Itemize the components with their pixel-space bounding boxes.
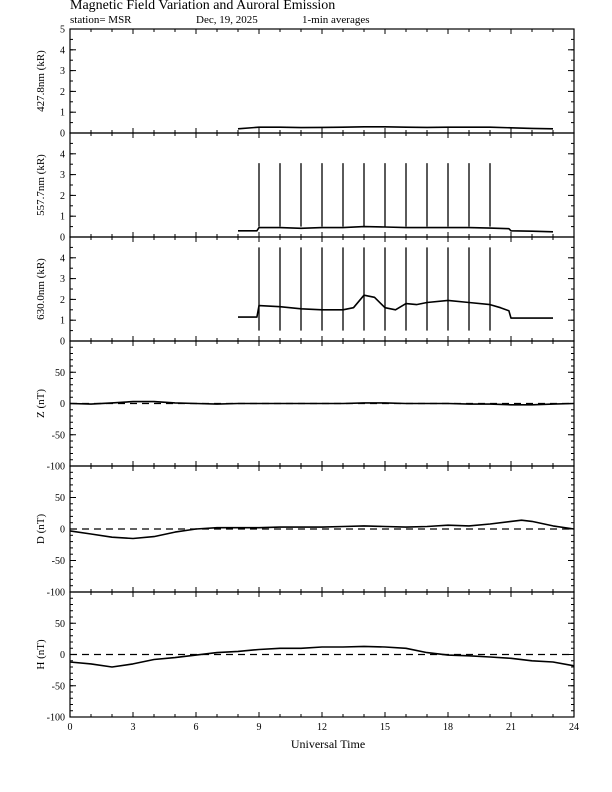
y-tick-label: 50 [55, 368, 65, 379]
y-tick-label: 0 [60, 129, 65, 140]
panel-427: 0 1 2 3 4 5 427.8nm (kR) [35, 25, 575, 140]
panel-H: -100 -50 0 50 H (nT) [35, 591, 575, 724]
averaging-label: 1-min averages [302, 14, 370, 26]
y-tick-label: 0 [60, 399, 65, 410]
x-tick-label: 0 [68, 722, 73, 733]
series-line-H [69, 645, 575, 668]
y-tick-label: 0 [60, 525, 65, 536]
y-tick-label: 4 [60, 149, 65, 160]
panel-Z: -100 -50 0 50 Z (nT) [35, 340, 575, 473]
x-tick-label: 12 [317, 722, 327, 733]
y-axis-label-D: D (nT) [35, 514, 47, 545]
series-line-D [69, 519, 575, 540]
y-tick-label: -50 [52, 681, 65, 692]
x-tick-label: 21 [506, 722, 516, 733]
y-tick-label: 3 [60, 66, 65, 77]
panel-frame-427 [69, 28, 575, 134]
panel-D: -100 -50 0 50 D (nT) [35, 465, 575, 599]
y-axis-label-H: H (nT) [35, 639, 47, 670]
y-tick-label: 1 [60, 212, 65, 223]
y-tick-label: 0 [60, 650, 65, 661]
y-tick-label: 4 [60, 45, 65, 56]
y-tick-label: 4 [60, 253, 65, 264]
y-tick-label: 0 [60, 337, 65, 348]
panel-630: 0 1 2 3 4 630.0nm (kR) [35, 236, 575, 348]
x-axis: 0 3 6 9 12 15 18 21 24 [68, 722, 580, 733]
series-line-630 [238, 294, 553, 319]
y-tick-label: 2 [60, 191, 65, 202]
y-tick-label: -100 [47, 462, 65, 473]
x-tick-label: 9 [257, 722, 262, 733]
y-tick-label: -100 [47, 588, 65, 599]
series-line-427 [237, 126, 554, 130]
y-tick-label: -100 [47, 713, 65, 724]
y-tick-label: -50 [52, 556, 65, 567]
date-label: Dec, 19, 2025 [196, 14, 258, 26]
y-tick-label: 2 [60, 87, 65, 98]
y-tick-label: 3 [60, 170, 65, 181]
y-tick-label: 2 [60, 295, 65, 306]
x-tick-label: 6 [194, 722, 199, 733]
series-line-557 [238, 225, 554, 233]
station-label: station= MSR [70, 14, 132, 26]
y-tick-label: 3 [60, 274, 65, 285]
x-tick-label: 15 [380, 722, 390, 733]
plot-panels: 0 1 2 3 4 5 427.8nm (kR) 0 1 2 3 4 557.7nm (kR) 0 1 2 3 4… [35, 25, 575, 724]
y-tick-label: 50 [55, 493, 65, 504]
y-axis-label-Z: Z (nT) [35, 389, 47, 418]
series-line-Z [69, 400, 575, 406]
y-tick-label: 1 [60, 108, 65, 119]
x-tick-label: 3 [131, 722, 136, 733]
x-axis-label: Universal Time [291, 737, 365, 751]
chart-title: Magnetic Field Variation and Auroral Emi… [70, 0, 335, 13]
panel-557: 0 1 2 3 4 557.7nm (kR) [35, 132, 575, 244]
y-tick-label: 5 [60, 25, 65, 36]
y-tick-label: -50 [52, 430, 65, 441]
x-tick-label: 18 [443, 722, 453, 733]
y-axis-label-630: 630.0nm (kR) [35, 258, 47, 320]
y-tick-label: 0 [60, 233, 65, 244]
y-axis-label-557: 557.7nm (kR) [35, 154, 47, 216]
y-axis-label-427: 427.8nm (kR) [35, 50, 47, 112]
y-tick-label: 50 [55, 619, 65, 630]
y-tick-label: 1 [60, 316, 65, 327]
x-tick-label: 24 [569, 722, 579, 733]
